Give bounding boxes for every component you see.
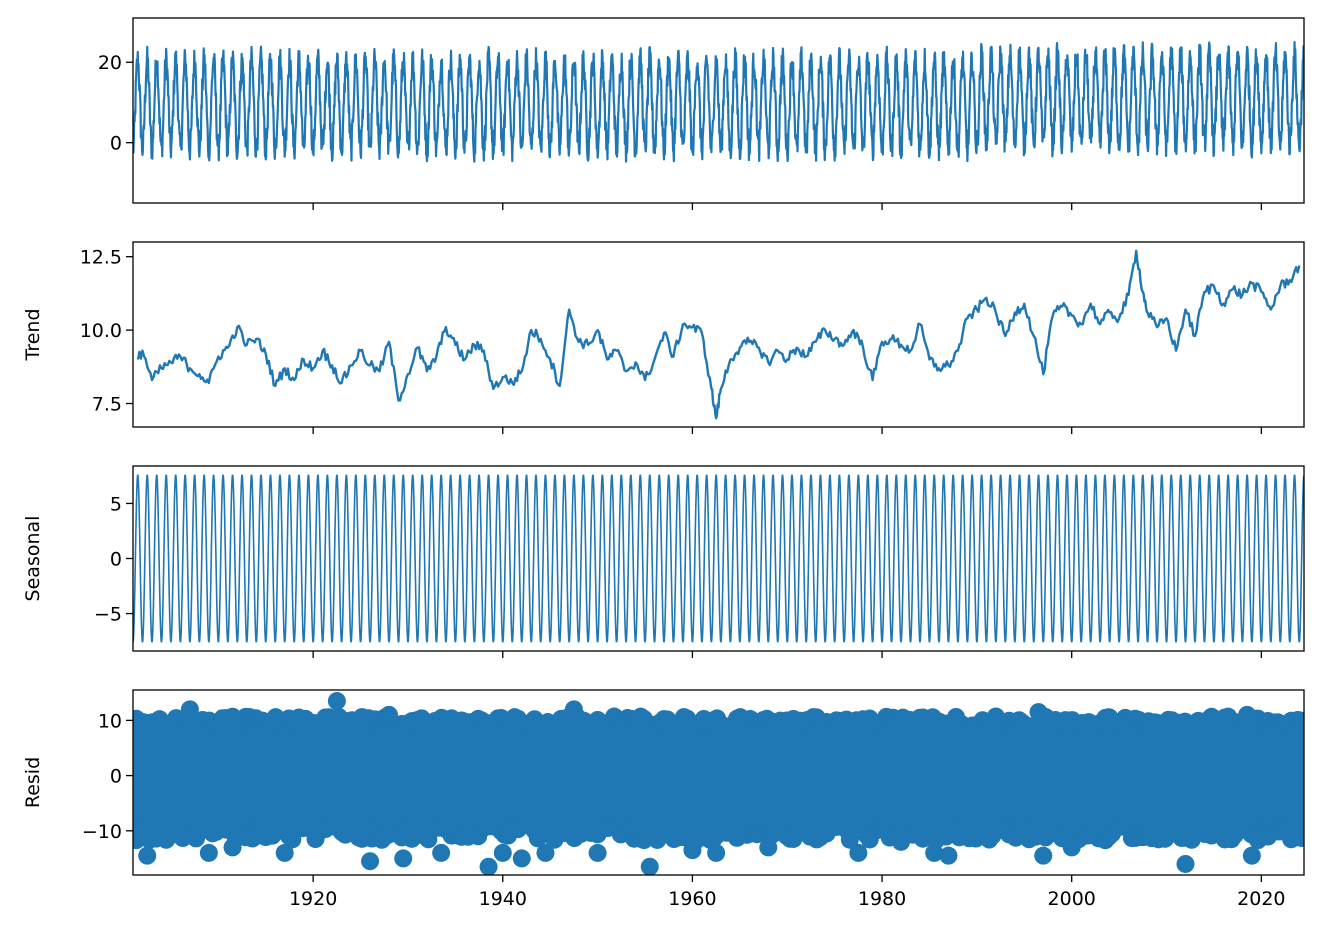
resid-outlier-point (939, 846, 958, 865)
resid-outlier-point (361, 852, 380, 871)
seasonal-y-tick-label: 5 (110, 493, 122, 515)
resid-outlier-point (479, 857, 498, 875)
resid-outlier-point (394, 849, 413, 868)
resid-outlier-point (138, 846, 157, 865)
resid-outlier-point (588, 843, 607, 862)
resid-outlier-point (180, 700, 199, 719)
resid-outlier-point (1100, 708, 1119, 727)
resid-outlier-point (536, 843, 555, 862)
observed-y-tick-label: 0 (110, 133, 122, 155)
resid-outlier-point (759, 838, 778, 857)
trend-y-tick-label: 7.5 (92, 394, 122, 416)
x-tick-label: 1920 (289, 888, 337, 910)
resid-outlier-point (512, 849, 531, 868)
resid-outlier-point (640, 857, 659, 875)
trend-panel: 7.5 10.0 12.5 Trend (22, 241, 1305, 434)
x-tick-label: 1960 (668, 888, 716, 910)
resid-panel: −10 0 10 Resid 1920 1940 1960 1980 2000 2020 (22, 689, 1305, 910)
observed-y-tick-label: 20 (98, 52, 122, 74)
resid-y-tick-label: −10 (82, 821, 122, 843)
trend-y-tick-label: 10.0 (80, 320, 122, 342)
resid-point (840, 830, 859, 849)
resid-outlier-point (1062, 838, 1081, 857)
resid-outlier-point (683, 841, 702, 860)
seasonal-series-line (133, 474, 1304, 643)
x-tick-label: 1980 (858, 888, 906, 910)
resid-axes-frame (132, 689, 1305, 876)
observed-panel: 0 20 (98, 17, 1305, 210)
seasonal-y-axis-label: Seasonal (22, 516, 44, 602)
resid-points-band (133, 723, 1304, 829)
resid-outlier-point (1034, 846, 1053, 865)
resid-outlier-point (1029, 703, 1048, 722)
trend-series-line (136, 249, 1301, 420)
resid-y-axis-label: Resid (22, 757, 44, 808)
x-tick-label: 1940 (479, 888, 527, 910)
resid-outlier-point (199, 843, 218, 862)
resid-point (1063, 814, 1082, 833)
resid-y-tick-label: 0 (110, 766, 122, 788)
resid-outlier-point (1176, 854, 1195, 873)
resid-outlier-point (327, 692, 346, 711)
resid-plot-area (133, 692, 1304, 875)
resid-outlier-point (1238, 705, 1257, 724)
trend-plot-area (136, 249, 1301, 420)
x-tick-label: 2020 (1237, 888, 1285, 910)
seasonal-y-tick-label: −5 (94, 604, 122, 626)
trend-y-tick-label: 12.5 (80, 247, 122, 269)
resid-outlier-point (564, 700, 583, 719)
resid-outlier-point (849, 843, 868, 862)
trend-y-axis-label: Trend (22, 309, 44, 362)
resid-outlier-point (380, 705, 399, 724)
observed-series-line (133, 40, 1304, 163)
trend-axes-frame (132, 241, 1305, 428)
resid-point (1292, 711, 1304, 730)
resid-outlier-point (1242, 846, 1261, 865)
seasonal-panel: −5 0 5 Seasonal (22, 465, 1305, 658)
resid-outlier-point (223, 838, 242, 857)
resid-outlier-point (811, 827, 830, 846)
resid-outlier-point (925, 843, 944, 862)
x-tick-label: 2000 (1048, 888, 1096, 910)
observed-plot-area (133, 40, 1304, 163)
resid-outlier-point (493, 843, 512, 862)
resid-point (1292, 828, 1304, 847)
observed-axes-frame (132, 17, 1305, 204)
resid-outlier-point (707, 843, 726, 862)
seasonal-plot-area (133, 474, 1304, 643)
resid-outlier-point (432, 843, 451, 862)
resid-points (133, 692, 1304, 875)
resid-outlier-point (892, 832, 911, 851)
seasonal-y-tick-label: 0 (110, 549, 122, 571)
resid-outlier-point (275, 843, 294, 862)
resid-y-tick-label: 10 (98, 710, 122, 732)
